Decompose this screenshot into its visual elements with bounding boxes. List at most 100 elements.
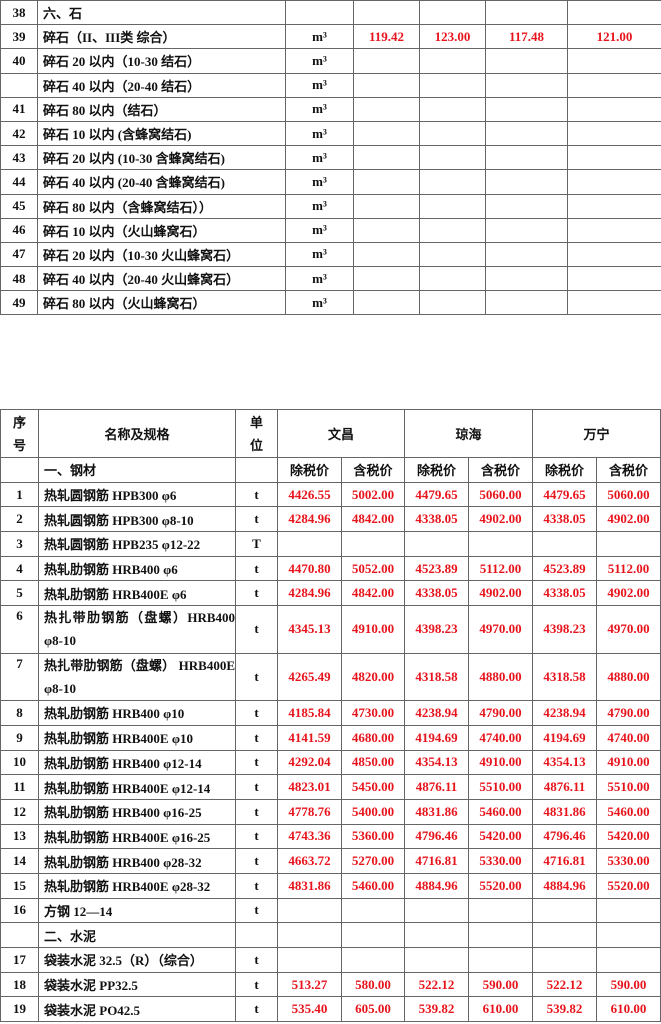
row-number: 10 bbox=[0, 749, 39, 776]
empty-cell bbox=[235, 922, 278, 948]
table-row: 3 热轧圆钢筋 HPB235 φ12-22 T bbox=[0, 531, 661, 557]
price-cell: 4185.84 bbox=[277, 700, 342, 726]
empty-cell bbox=[0, 922, 39, 948]
price-cell bbox=[353, 48, 420, 74]
unit: t bbox=[235, 774, 278, 800]
price-cell bbox=[485, 217, 568, 243]
unit: m³ bbox=[285, 48, 354, 74]
price-cell: 4910.00 bbox=[340, 605, 406, 654]
unit: m³ bbox=[285, 145, 354, 171]
price-cell bbox=[468, 947, 534, 973]
row-number: 44 bbox=[0, 169, 38, 195]
table-row: 16 方钢 12—14 t bbox=[0, 897, 661, 924]
section-steel: 一、钢材 bbox=[38, 457, 236, 483]
price-cell bbox=[353, 96, 420, 122]
price-cell: 610.00 bbox=[596, 996, 661, 1023]
item-name: 碎石 20 以内 (10-30 含蜂窝结石) bbox=[37, 145, 286, 171]
price-cell: 513.27 bbox=[277, 971, 342, 998]
price-cell bbox=[485, 290, 568, 316]
price-cell: 5460.00 bbox=[468, 798, 534, 825]
price-cell: 4831.86 bbox=[532, 798, 598, 825]
price-cell: 5052.00 bbox=[340, 555, 406, 582]
price-cell: 610.00 bbox=[468, 996, 534, 1023]
price-cell bbox=[353, 217, 420, 243]
unit: t bbox=[235, 652, 278, 702]
table-row: 2 热轧圆钢筋 HPB300 φ8-10 t 4284.96 4842.00 4338.0… bbox=[0, 506, 661, 533]
price-cell: 4796.46 bbox=[532, 823, 598, 850]
table-row: 40 碎石 20 以内（10-30 结石） m³ bbox=[0, 48, 661, 74]
unit: t bbox=[235, 823, 278, 850]
price-cell: 605.00 bbox=[340, 996, 406, 1023]
row-number: 46 bbox=[0, 217, 38, 243]
price-cell: 5520.00 bbox=[596, 872, 661, 899]
item-name: 热轧肋钢筋 HRB400 φ10 bbox=[38, 700, 236, 726]
price-cell bbox=[567, 266, 661, 292]
price-cell bbox=[353, 145, 420, 171]
price-cell bbox=[353, 241, 420, 268]
item-name: 碎石 80 以内（结石） bbox=[37, 96, 286, 122]
price-cell bbox=[419, 241, 486, 268]
price-cell: 4884.96 bbox=[404, 872, 470, 899]
unit: t bbox=[235, 481, 278, 508]
price-cell: 5460.00 bbox=[596, 798, 661, 825]
price-cell: 5420.00 bbox=[468, 823, 534, 850]
price-cell bbox=[567, 290, 661, 316]
table-row: 47 碎石 20 以内（10-30 火山蜂窝石） m³ bbox=[0, 241, 661, 268]
item-name: 袋装水泥 32.5（R）（综合） bbox=[38, 947, 236, 973]
price-cell: 4238.94 bbox=[404, 700, 470, 726]
price-cell: 4716.81 bbox=[404, 848, 470, 874]
price-cell: 5112.00 bbox=[596, 555, 661, 582]
unit: t bbox=[235, 605, 278, 654]
table-row: 38 六、石 bbox=[0, 0, 661, 26]
price-cell: 5330.00 bbox=[468, 848, 534, 874]
price-cell: 4354.13 bbox=[532, 749, 598, 776]
price-cell bbox=[419, 193, 486, 219]
price-cell bbox=[419, 96, 486, 122]
price-cell bbox=[596, 947, 661, 973]
price-cell bbox=[485, 241, 568, 268]
price-cell: 5360.00 bbox=[340, 823, 406, 850]
price-cell: 5112.00 bbox=[468, 555, 534, 582]
price-cell: 5460.00 bbox=[340, 872, 406, 899]
price-cell: 522.12 bbox=[532, 971, 598, 998]
price-cell: 4318.58 bbox=[532, 652, 598, 702]
price-cell: 4338.05 bbox=[532, 506, 598, 533]
item-name: 碎石 20 以内（10-30 火山蜂窝石） bbox=[37, 241, 286, 268]
empty-cell bbox=[340, 922, 406, 948]
price-cell: 5002.00 bbox=[340, 481, 406, 508]
table-row: 39 碎石（II、III类 综合） m³ 119.42 123.00 117.48 121.… bbox=[0, 24, 661, 50]
stone-price-table: 38 六、石 39 碎石（II、III类 综合） m³ 119.42 123.00 117.4… bbox=[0, 0, 661, 316]
price-cell bbox=[353, 193, 420, 219]
unit: t bbox=[235, 724, 278, 751]
unit: t bbox=[235, 580, 278, 607]
price-cell bbox=[485, 266, 568, 292]
price-cell: 4716.81 bbox=[532, 848, 598, 874]
subheader-taxed: 含税价 bbox=[468, 457, 534, 483]
table-row: 7 热扎带肋钢筋（盘螺） HRB400E φ8-10 t 4265.49 4820.00… bbox=[0, 652, 661, 702]
row-number: 48 bbox=[0, 266, 38, 292]
price-cell bbox=[277, 947, 342, 973]
price-cell bbox=[419, 48, 486, 74]
price-cell bbox=[419, 169, 486, 195]
unit: m³ bbox=[285, 96, 354, 122]
price-cell bbox=[419, 266, 486, 292]
row-number: 18 bbox=[0, 971, 39, 998]
price-cell: 4730.00 bbox=[340, 700, 406, 726]
header-region-qionghai: 琼海 bbox=[404, 409, 534, 458]
price-cell: 4470.80 bbox=[277, 555, 342, 582]
row-number: 9 bbox=[0, 724, 39, 751]
subheader-pretax: 除税价 bbox=[532, 457, 598, 483]
price-cell bbox=[485, 0, 568, 26]
unit: t bbox=[235, 506, 278, 533]
item-name: 碎石 40 以内（20-40 火山蜂窝石） bbox=[37, 266, 286, 292]
table-row: 43 碎石 20 以内 (10-30 含蜂窝结石) m³ bbox=[0, 145, 661, 171]
row-number: 12 bbox=[0, 798, 39, 825]
price-cell bbox=[567, 72, 661, 98]
price-cell: 4479.65 bbox=[532, 481, 598, 508]
price-cell bbox=[419, 290, 486, 316]
item-name: 碎石 20 以内（10-30 结石） bbox=[37, 48, 286, 74]
price-cell bbox=[567, 193, 661, 219]
empty-cell bbox=[468, 922, 534, 948]
price-cell bbox=[419, 145, 486, 171]
unit: m³ bbox=[285, 290, 354, 316]
